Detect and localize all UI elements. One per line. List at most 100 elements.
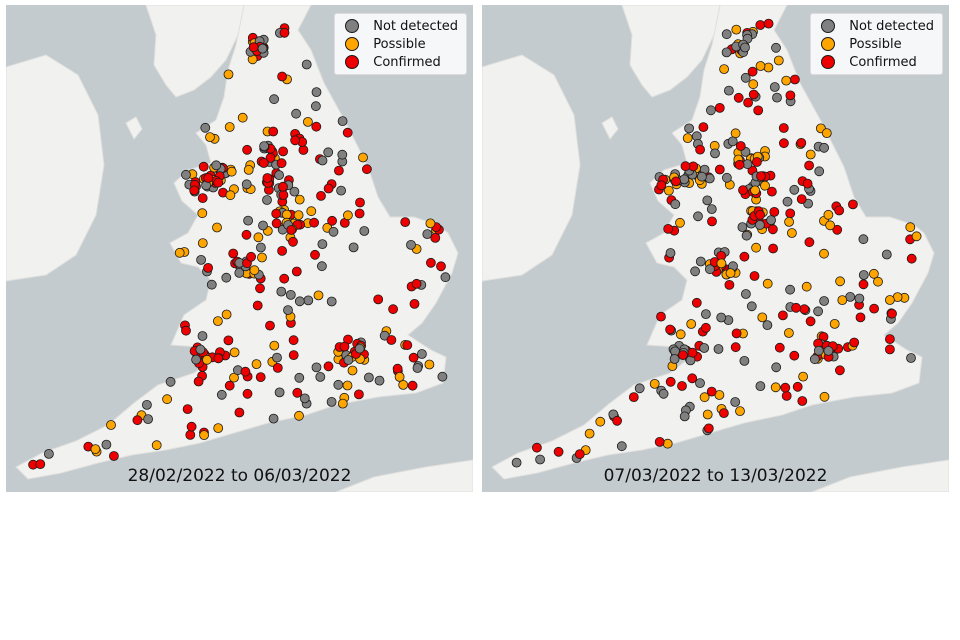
site-marker [887, 308, 897, 319]
date-range-label: 28/02/2022 to 06/03/2022 [127, 466, 352, 486]
site-marker [317, 155, 328, 166]
orange-marker-icon [345, 37, 360, 51]
site-marker [873, 276, 883, 287]
site-marker [750, 185, 761, 196]
site-marker [212, 222, 222, 233]
site-marker [234, 407, 245, 418]
site-marker [796, 194, 807, 205]
site-marker [101, 439, 112, 450]
site-marker [682, 133, 693, 144]
site-marker [699, 343, 710, 353]
site-marker [755, 381, 766, 392]
site-marker [310, 101, 321, 112]
legend-label: Possible [373, 36, 426, 52]
site-marker [762, 320, 773, 331]
site-marker [679, 174, 690, 185]
site-marker [786, 228, 797, 238]
site-marker [234, 267, 245, 278]
site-marker [197, 331, 208, 341]
site-marker [595, 416, 606, 427]
site-marker [671, 176, 681, 187]
site-marker [884, 334, 895, 345]
site-marker [354, 343, 365, 354]
red-marker-icon [345, 55, 360, 69]
site-marker [868, 268, 879, 279]
site-marker [299, 393, 310, 404]
site-marker [634, 383, 645, 394]
site-marker [316, 190, 326, 201]
site-marker [294, 410, 304, 421]
site-marker [834, 365, 845, 376]
site-marker [358, 152, 368, 163]
legend-item: Confirmed [817, 53, 934, 71]
site-marker [246, 251, 257, 262]
site-marker [799, 304, 810, 315]
grey-marker-icon [345, 19, 360, 33]
site-marker [323, 183, 334, 194]
site-marker [693, 211, 703, 222]
site-marker [783, 328, 794, 338]
site-marker [226, 166, 237, 177]
site-marker [730, 342, 741, 353]
site-marker [398, 379, 409, 390]
site-marker [353, 389, 364, 400]
site-marker [884, 295, 895, 305]
site-marker [821, 128, 832, 139]
site-marker [223, 335, 234, 346]
site-marker [706, 386, 717, 397]
site-marker [342, 380, 353, 391]
site-marker [739, 251, 750, 262]
site-marker [702, 195, 713, 206]
site-marker [272, 352, 282, 363]
site-marker [182, 404, 193, 415]
site-marker [258, 220, 268, 231]
site-marker [781, 390, 792, 401]
site-marker [288, 335, 299, 346]
site-marker [315, 371, 326, 382]
site-marker [905, 222, 916, 233]
site-marker [760, 180, 770, 191]
site-marker [269, 340, 280, 351]
site-marker [716, 258, 727, 269]
site-marker [259, 141, 270, 152]
site-marker [363, 372, 374, 383]
site-marker [424, 359, 435, 370]
date-range-label: 07/03/2022 to 13/03/2022 [603, 466, 828, 486]
site-marker [665, 248, 676, 258]
site-marker [740, 42, 750, 53]
site-marker [911, 231, 922, 242]
site-marker [730, 397, 741, 407]
site-marker [354, 208, 365, 219]
site-marker [317, 239, 328, 250]
site-marker [835, 276, 846, 287]
site-marker [884, 344, 895, 355]
site-marker [723, 85, 734, 96]
site-marker [274, 170, 285, 181]
site-marker [804, 237, 815, 248]
legend-label: Confirmed [849, 54, 917, 70]
site-marker [832, 224, 843, 235]
site-marker [747, 66, 758, 77]
legend-label: Not detected [373, 18, 458, 34]
legend-item: Possible [817, 35, 934, 53]
site-marker [686, 319, 697, 329]
site-marker [229, 347, 240, 358]
site-marker [678, 350, 688, 361]
legend-item: Not detected [817, 17, 934, 35]
site-marker [763, 18, 774, 29]
site-marker [789, 184, 800, 195]
site-marker [288, 236, 298, 247]
legend-label: Not detected [849, 18, 934, 34]
site-marker [777, 310, 788, 321]
site-marker [906, 253, 917, 264]
legend: Not detected Possible Confirmed [810, 13, 943, 75]
site-marker [837, 295, 848, 306]
site-marker [202, 354, 212, 365]
site-marker [858, 270, 869, 280]
site-marker [805, 316, 816, 327]
site-marker [151, 440, 162, 451]
sample-dots-left [28, 23, 451, 470]
site-marker [819, 248, 829, 259]
site-marker [751, 242, 762, 253]
site-marker [778, 138, 789, 149]
